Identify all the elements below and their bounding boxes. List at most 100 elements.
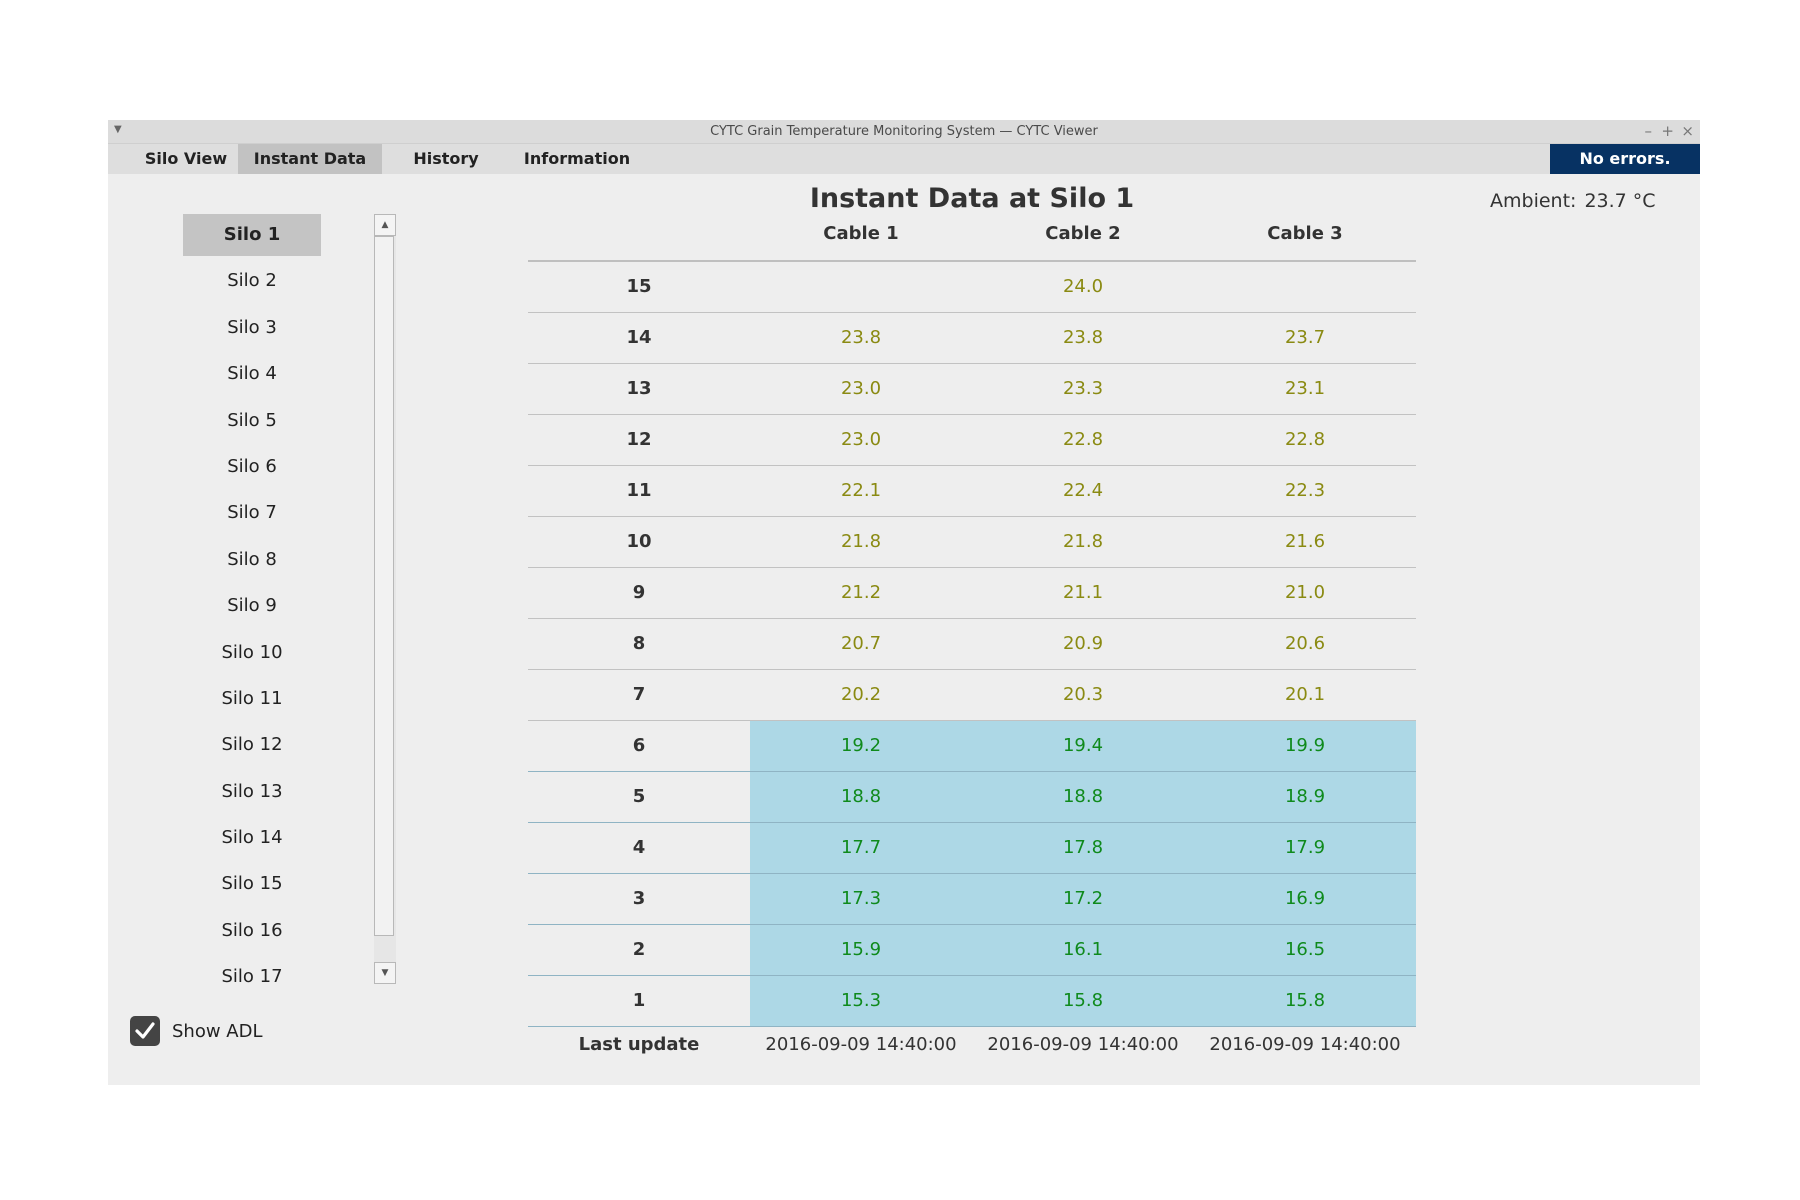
silo-list-item[interactable]: Silo 4 — [227, 363, 277, 385]
temperature-cell — [1194, 262, 1416, 312]
temperature-cell: 20.2 — [840, 684, 882, 705]
row-level-label: 5 — [632, 786, 646, 807]
show-adl-checkbox[interactable] — [130, 1016, 160, 1046]
silo-list-item[interactable]: Silo 2 — [227, 270, 277, 292]
temperature-cell: 23.8 — [1062, 327, 1104, 348]
table-row: 4 17.7 17.8 17.9 — [528, 823, 1416, 874]
row-level-label: 1 — [632, 990, 646, 1011]
temperature-table: Cable 1 Cable 2 Cable 3 15 24.0 14 23.8 23.8… — [528, 208, 1416, 1063]
show-adl-toggle[interactable]: Show ADL — [130, 1015, 263, 1047]
window-menu-icon[interactable]: ▼ — [114, 124, 122, 135]
temperature-cell: 18.8 — [750, 772, 972, 822]
temperature-cell: 18.8 — [972, 772, 1194, 822]
silo-list-item[interactable]: Silo 12 — [221, 734, 283, 756]
table-row: 8 20.7 20.9 20.6 — [528, 619, 1416, 670]
table-header: Cable 1 Cable 2 Cable 3 — [528, 208, 1416, 262]
temperature-cell: 17.8 — [972, 823, 1194, 873]
row-level-label: 2 — [632, 939, 646, 960]
scrollbar-thumb[interactable] — [374, 236, 394, 936]
temperature-cell: 22.8 — [1062, 429, 1104, 450]
table-row: 3 17.3 17.2 16.9 — [528, 874, 1416, 925]
row-level-label: 8 — [632, 633, 646, 654]
table-body: 15 24.0 14 23.8 23.8 23.7 13 23.0 23.3 23.1 1 2 23.0… — [528, 262, 1416, 1027]
window-title: CYTC Grain Temperature Monitoring System… — [710, 124, 1098, 139]
column-header-cable-3: Cable 3 — [1267, 223, 1343, 244]
maximize-button[interactable]: + — [1661, 122, 1674, 140]
temperature-cell: 22.4 — [1062, 480, 1104, 501]
temperature-cell: 22.3 — [1284, 480, 1326, 501]
silo-list-item[interactable]: Silo 17 — [221, 966, 283, 988]
table-row: 13 23.0 23.3 23.1 — [528, 364, 1416, 415]
tab-silo-view[interactable]: Silo View — [144, 149, 228, 168]
temperature-cell: 23.8 — [840, 327, 882, 348]
show-adl-label: Show ADL — [172, 1020, 263, 1042]
tab-history[interactable]: History — [413, 149, 479, 168]
silo-list-item[interactable]: Silo 11 — [221, 687, 283, 709]
temperature-cell: 17.9 — [1194, 823, 1416, 873]
table-row: 12 23.0 22.8 22.8 — [528, 415, 1416, 466]
temperature-cell: 21.8 — [1062, 531, 1104, 552]
ambient-readout: Ambient: 23.7 °C — [1490, 190, 1656, 212]
temperature-cell: 20.6 — [1284, 633, 1326, 654]
temperature-cell: 15.8 — [1194, 976, 1416, 1026]
silo-list-item[interactable]: Silo 1 — [183, 214, 321, 256]
row-level-label: 13 — [626, 378, 652, 399]
temperature-cell: 19.9 — [1194, 721, 1416, 771]
close-button[interactable]: × — [1681, 122, 1694, 140]
tab-information[interactable]: Information — [523, 149, 631, 168]
temperature-cell: 21.2 — [840, 582, 882, 603]
row-level-label: 14 — [626, 327, 652, 348]
row-level-label: 15 — [626, 276, 652, 297]
temperature-cell: 23.3 — [1062, 378, 1104, 399]
silo-list-item[interactable]: Silo 10 — [221, 641, 283, 663]
silo-list-item[interactable]: Silo 3 — [227, 316, 277, 338]
temperature-cell: 23.1 — [1284, 378, 1326, 399]
title-bar: ▼ CYTC Grain Temperature Monitoring Syst… — [108, 120, 1700, 144]
table-row: 10 21.8 21.8 21.6 — [528, 517, 1416, 568]
minimize-button[interactable]: – — [1644, 122, 1653, 140]
row-level-label: 11 — [626, 480, 652, 501]
last-update-row: Last update 2016-09-09 14:40:00 2016-09-… — [528, 1027, 1416, 1063]
silo-list-item[interactable]: Silo 7 — [227, 502, 277, 524]
temperature-cell: 22.8 — [1284, 429, 1326, 450]
temperature-cell: 17.7 — [750, 823, 972, 873]
temperature-cell: 21.8 — [840, 531, 882, 552]
row-level-label: 9 — [632, 582, 646, 603]
ambient-value: 23.7 °C — [1584, 190, 1656, 212]
row-level-label: 10 — [626, 531, 652, 552]
temperature-cell: 21.6 — [1284, 531, 1326, 552]
silo-list-item[interactable]: Silo 16 — [221, 919, 283, 941]
tab-instant-data[interactable]: Instant Data — [238, 144, 382, 174]
scroll-up-icon[interactable]: ▲ — [374, 214, 396, 236]
temperature-cell: 21.0 — [1284, 582, 1326, 603]
silo-list-item[interactable]: Silo 5 — [227, 409, 277, 431]
temperature-cell: 17.3 — [750, 874, 972, 924]
scroll-down-icon[interactable]: ▼ — [374, 962, 396, 984]
temperature-cell: 23.0 — [840, 429, 882, 450]
temperature-cell: 19.2 — [750, 721, 972, 771]
silo-list-item[interactable]: Silo 14 — [221, 827, 283, 849]
table-row: 9 21.2 21.1 21.0 — [528, 568, 1416, 619]
temperature-cell: 16.9 — [1194, 874, 1416, 924]
temperature-cell: 16.5 — [1194, 925, 1416, 975]
temperature-cell: 23.0 — [840, 378, 882, 399]
ambient-label: Ambient: — [1490, 190, 1577, 212]
silo-list-item[interactable]: Silo 9 — [227, 595, 277, 617]
silo-list-item[interactable]: Silo 8 — [227, 548, 277, 570]
table-row: 5 18.8 18.8 18.9 — [528, 772, 1416, 823]
temperature-cell — [750, 262, 972, 312]
level-header — [528, 208, 750, 260]
tab-bar: Silo View Instant Data History Informati… — [108, 144, 1700, 174]
silo-list-item[interactable]: Silo 15 — [221, 873, 283, 895]
temperature-cell: 24.0 — [1062, 276, 1104, 297]
table-row: 11 22.1 22.4 22.3 — [528, 466, 1416, 517]
silo-list-item[interactable]: Silo 6 — [227, 455, 277, 477]
row-level-label: 7 — [632, 684, 646, 705]
silo-list-scrollbar[interactable]: ▲ ▼ — [374, 214, 396, 984]
temperature-cell: 22.1 — [840, 480, 882, 501]
temperature-cell: 20.9 — [1062, 633, 1104, 654]
silo-list-item[interactable]: Silo 13 — [221, 780, 283, 802]
temperature-cell: 23.7 — [1284, 327, 1326, 348]
last-update-label: Last update — [578, 1034, 700, 1055]
status-badge: No errors. — [1550, 144, 1700, 174]
